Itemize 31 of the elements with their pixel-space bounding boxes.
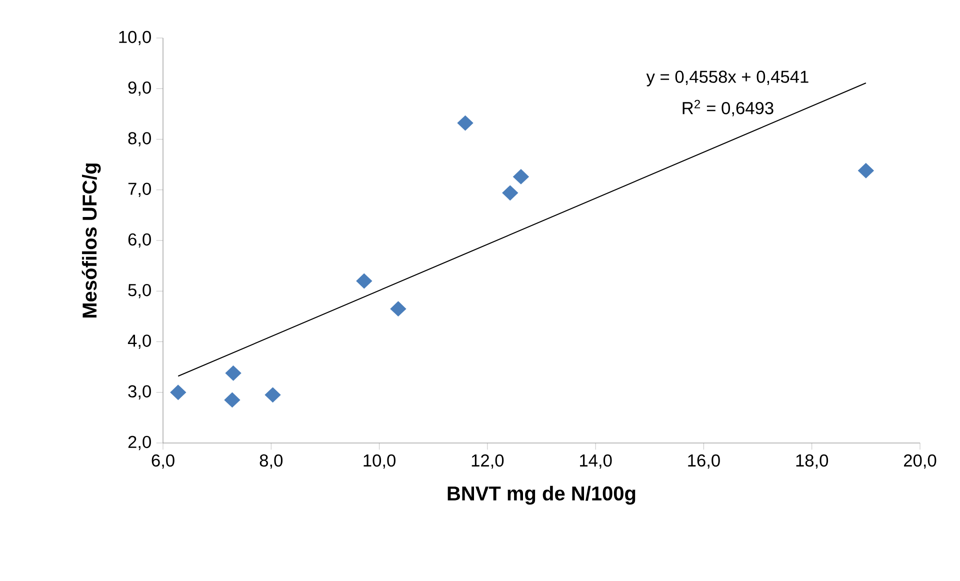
point — [457, 115, 474, 131]
x-tick-label: 20,0 — [904, 454, 936, 469]
y-tick-label: 9,0 — [128, 81, 151, 96]
x-tick-label: 18,0 — [796, 454, 828, 469]
y-tick-label: 8,0 — [128, 132, 151, 146]
point — [356, 273, 372, 289]
point — [512, 169, 529, 184]
annotation: y = 0,4558x + 0,4541 — [646, 70, 808, 86]
x-tick-label: 10,0 — [364, 454, 396, 469]
point — [858, 163, 874, 178]
x-tick-label: 6,0 — [152, 454, 174, 469]
point — [502, 185, 518, 201]
x-axis-title: BNVT mg de N/100g — [448, 486, 636, 505]
y-axis-title: Mesófilos UFC/g — [82, 164, 101, 318]
x-tick-label: 8,0 — [260, 454, 283, 469]
y-tick-label: 2,0 — [128, 436, 151, 450]
point — [390, 301, 406, 316]
x-tick-label: 12,0 — [472, 454, 504, 469]
x-tick-label: 14,0 — [580, 454, 612, 469]
y-tick-label: 10,0 — [119, 30, 151, 46]
point — [264, 387, 281, 402]
y-tick-label: 4,0 — [128, 334, 151, 349]
y-tick-label: 7,0 — [128, 182, 151, 198]
annotation: R$^{2}$ = 0,6493 — [682, 100, 774, 116]
point — [170, 384, 186, 400]
y-tick-label: 3,0 — [128, 385, 151, 400]
point — [224, 392, 240, 408]
point — [225, 366, 242, 381]
y-tick-label: 5,0 — [128, 284, 151, 298]
y-tick-label: 6,0 — [128, 233, 151, 248]
x-tick-label: 16,0 — [688, 454, 720, 469]
